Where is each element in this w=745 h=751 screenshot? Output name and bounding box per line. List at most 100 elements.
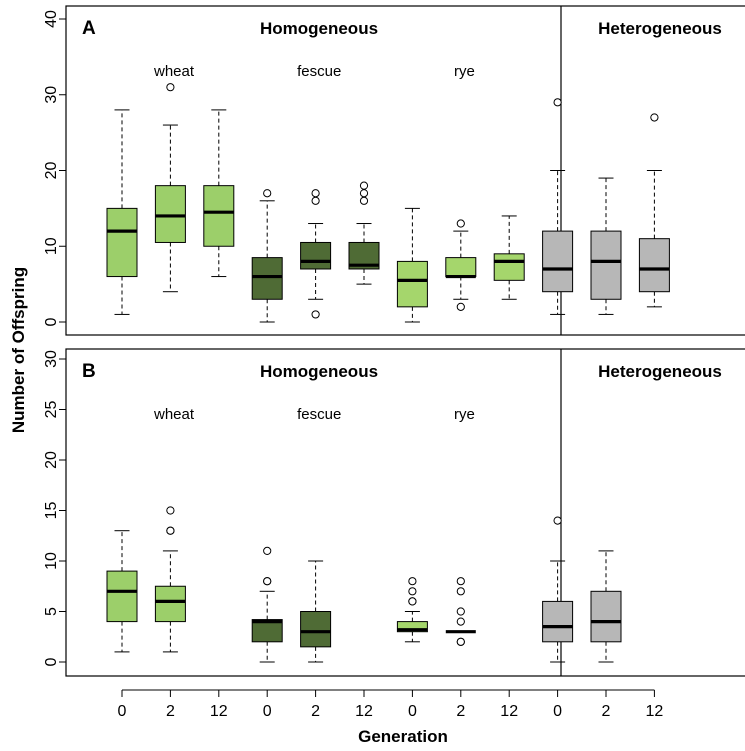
box-heterogeneous-12	[638, 113, 670, 308]
outlier-point	[166, 506, 175, 515]
outlier-point	[263, 546, 272, 556]
iqr-box	[542, 230, 574, 293]
iqr-box	[106, 207, 138, 278]
box-fescue-5	[300, 189, 332, 319]
iqr-box	[300, 611, 332, 648]
box-rye-7	[396, 207, 428, 323]
y-tick-label: 30	[43, 350, 60, 368]
box-fescue-5	[300, 560, 332, 663]
y-tick-label: 0	[43, 657, 60, 666]
y-tick-label: 10	[43, 237, 60, 255]
outlier-point	[456, 607, 465, 616]
box-wheat-3	[203, 109, 235, 278]
iqr-box	[106, 570, 138, 623]
heterogeneous-title: Heterogeneous	[598, 19, 722, 38]
iqr-box	[251, 257, 283, 300]
iqr-box	[154, 185, 186, 243]
x-axis-title: Generation	[358, 727, 448, 746]
outlier-point	[263, 577, 272, 586]
outlier-point	[166, 83, 175, 92]
outlier-point	[311, 310, 320, 319]
x-axis: 0 2 12 0 2 12 0 2 12 0 2 12	[118, 689, 664, 720]
box-rye-9	[493, 215, 525, 300]
outlier-point	[456, 302, 465, 311]
outlier-point	[456, 219, 465, 228]
box-wheat-1	[106, 530, 138, 653]
x-tick-label: 2	[311, 703, 320, 720]
group-label-rye: rye	[454, 406, 475, 423]
outlier-point	[408, 597, 417, 606]
iqr-box	[445, 257, 477, 278]
panel-letter: B	[82, 361, 96, 382]
x-tick-label: 2	[456, 703, 465, 720]
iqr-box	[638, 238, 670, 293]
box-heterogeneous-11	[590, 550, 622, 663]
iqr-box	[154, 585, 186, 623]
outlier-point	[408, 577, 417, 586]
box-heterogeneous-10	[542, 98, 574, 315]
x-tick-label: 0	[553, 703, 562, 720]
box-heterogeneous-10	[542, 516, 574, 663]
box-fescue-4	[251, 189, 283, 323]
y-tick-label: 5	[43, 607, 60, 616]
x-tick-label: 0	[408, 703, 417, 720]
x-tick-label: 0	[263, 703, 272, 720]
iqr-box	[203, 185, 235, 247]
x-tick-label: 2	[602, 703, 611, 720]
outlier-point	[650, 113, 659, 122]
outlier-point	[311, 189, 320, 198]
group-label-fescue: fescue	[297, 63, 341, 80]
y-tick-label: 20	[43, 451, 60, 469]
outlier-point	[311, 196, 320, 205]
y-tick-label: 25	[43, 401, 60, 419]
x-tick-label: 12	[646, 703, 664, 720]
x-tick-label: 2	[166, 703, 175, 720]
outlier-point	[456, 577, 465, 586]
box-fescue-4	[251, 546, 283, 663]
box-wheat-2	[154, 83, 186, 293]
iqr-box	[590, 230, 622, 300]
y-tick-label: 15	[43, 502, 60, 520]
panel-b: 0 5 10 15 20 25 30 B Homogeneous Heterogeneous whe…	[43, 348, 745, 677]
x-tick-label: 0	[118, 703, 127, 720]
box-fescue-6	[348, 181, 380, 285]
outlier-point	[166, 526, 175, 535]
outlier-point	[553, 98, 562, 107]
homogeneous-title: Homogeneous	[260, 19, 378, 38]
group-label-wheat: wheat	[153, 63, 195, 80]
outlier-point	[359, 189, 369, 198]
group-label-fescue: fescue	[297, 406, 341, 423]
y-axis-title: Number of Offspring	[9, 267, 28, 433]
outlier-point	[553, 516, 562, 525]
box-heterogeneous-11	[590, 177, 622, 315]
x-tick-label: 12	[500, 703, 518, 720]
outlier-point	[456, 617, 465, 626]
outlier-point	[408, 587, 417, 596]
iqr-box	[542, 600, 574, 643]
box-wheat-1	[106, 109, 138, 315]
box-rye-8	[445, 577, 476, 646]
iqr-box	[396, 621, 428, 633]
outlier-point	[359, 196, 369, 205]
outlier-point	[359, 181, 369, 190]
box-rye-8	[445, 219, 477, 311]
y-tick-label: 40	[43, 10, 60, 28]
y-tick-label: 0	[43, 317, 60, 326]
iqr-box	[590, 590, 622, 643]
iqr-box	[300, 241, 332, 270]
group-label-rye: rye	[454, 63, 475, 80]
y-tick-label: 20	[43, 162, 60, 180]
box-rye-7	[396, 577, 428, 643]
iqr-box	[251, 619, 283, 643]
panel-a: 0 10 20 30 40 A Homogeneous Heterogeneous wheat f…	[43, 5, 745, 336]
panel-letter: A	[82, 18, 96, 39]
heterogeneous-title: Heterogeneous	[598, 362, 722, 381]
iqr-box	[493, 253, 525, 281]
y-tick-label: 10	[43, 552, 60, 570]
outlier-point	[456, 637, 465, 646]
panel-frame	[65, 348, 745, 677]
outlier-point	[456, 587, 465, 596]
box-wheat-2	[154, 506, 186, 653]
iqr-box	[396, 260, 428, 308]
